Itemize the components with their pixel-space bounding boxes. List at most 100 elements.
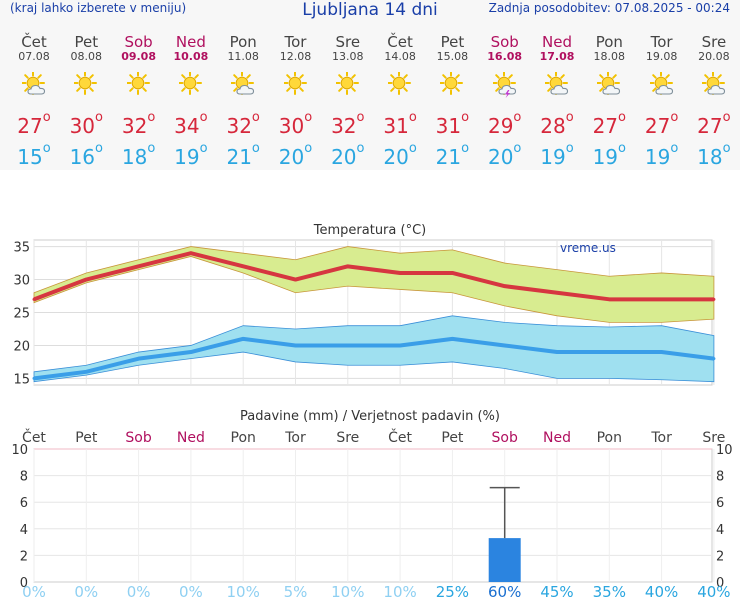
max-temperature: 32o bbox=[121, 110, 156, 138]
min-temperature: 20o bbox=[278, 141, 313, 169]
precipitation-probability-label: 10% bbox=[331, 583, 364, 600]
day-date: 11.08 bbox=[227, 50, 259, 63]
day-forecast[interactable]: Sob 16.08 29o 20o bbox=[479, 33, 531, 170]
min-temperature-line bbox=[33, 336, 715, 381]
x-day-label: Pet bbox=[441, 430, 464, 446]
min-temperature: 19o bbox=[592, 141, 626, 169]
day-name: Pon bbox=[595, 33, 623, 51]
y-tick-label-left: 0 bbox=[20, 576, 28, 591]
day-date: 08.08 bbox=[70, 50, 103, 63]
data-point bbox=[189, 251, 193, 255]
min-temperature: 19o bbox=[540, 141, 574, 169]
day-forecast[interactable]: Sob 09.08 32o 18o bbox=[113, 33, 165, 170]
day-forecast[interactable]: Ned 17.08 28o 19o bbox=[531, 33, 583, 170]
precipitation-probability-label: 45% bbox=[540, 583, 573, 600]
precipitation-probability-label: 25% bbox=[436, 583, 469, 600]
data-point bbox=[84, 278, 88, 282]
temperature-chart: Temperatura (°C) 15 20 25 30 35 vreme.us bbox=[13, 223, 716, 387]
x-day-label: Čet bbox=[22, 428, 46, 446]
x-day-label: Ned bbox=[177, 430, 205, 446]
x-day-label: Ned bbox=[543, 430, 571, 446]
precipitation-bar bbox=[488, 538, 521, 582]
min-temperature: 20o bbox=[383, 141, 417, 169]
day-date: 19.08 bbox=[645, 50, 678, 63]
data-point bbox=[241, 337, 245, 341]
min-temperature: 18o bbox=[121, 141, 156, 169]
data-point bbox=[712, 297, 716, 301]
x-day-label: Sob bbox=[492, 430, 518, 446]
day-forecast[interactable]: Ned 10.08 34o 19o bbox=[165, 33, 217, 170]
day-forecast[interactable]: Sre 13.08 32o 20o bbox=[322, 33, 374, 170]
sun-icon bbox=[387, 71, 414, 98]
min-temperature: 15o bbox=[17, 141, 51, 169]
data-point bbox=[555, 291, 559, 295]
min-temperature: 20o bbox=[331, 141, 365, 169]
data-point bbox=[607, 350, 611, 354]
precipitation-probability-label: 40% bbox=[697, 583, 730, 600]
day-forecast[interactable]: Tor 12.08 30o 20o bbox=[270, 33, 322, 170]
day-date: 15.08 bbox=[436, 50, 469, 63]
x-day-label: Čet bbox=[388, 428, 412, 446]
day-forecast[interactable]: Pon 11.08 32o 21o bbox=[217, 33, 269, 170]
min-temperature: 21o bbox=[435, 141, 470, 169]
day-name: Tor bbox=[284, 33, 307, 51]
max-temperature: 27o bbox=[644, 110, 679, 138]
precipitation-probability-label: 5% bbox=[284, 583, 308, 600]
data-point bbox=[398, 343, 402, 347]
data-point bbox=[607, 297, 611, 301]
day-date: 16.08 bbox=[487, 50, 523, 63]
min-temperature: 19o bbox=[174, 141, 208, 169]
day-forecast[interactable]: Pet 08.08 30o 16o bbox=[60, 33, 112, 170]
x-day-label: Pet bbox=[75, 430, 98, 446]
data-point bbox=[84, 370, 88, 374]
sun-icon bbox=[73, 71, 100, 98]
y-tick-label-left: 10 bbox=[11, 443, 28, 458]
precipitation-chart: Padavine (mm) / Verjetnost padavin (%) Če… bbox=[11, 409, 732, 600]
x-day-label: Sob bbox=[125, 430, 151, 446]
day-date: 07.08 bbox=[18, 50, 50, 63]
region-hint[interactable]: (kraj lahko izberete v meniju) bbox=[10, 1, 187, 15]
x-day-label: Pon bbox=[231, 430, 256, 446]
data-point bbox=[555, 350, 559, 354]
day-date: 20.08 bbox=[698, 50, 730, 63]
data-point bbox=[450, 337, 454, 341]
max-temperature: 27o bbox=[17, 110, 51, 138]
day-forecast[interactable]: Pon 18.08 27o 19o bbox=[583, 33, 635, 170]
thunderstorm-icon bbox=[491, 71, 519, 98]
data-point bbox=[294, 343, 297, 347]
watermark: vreme.us bbox=[560, 241, 616, 255]
sun-icon bbox=[282, 71, 310, 98]
max-temperature: 30o bbox=[69, 110, 103, 138]
x-day-label: Sre bbox=[336, 430, 359, 446]
y-tick-label-right: 0 bbox=[716, 576, 724, 591]
day-forecast[interactable]: Čet 07.08 27o 15o bbox=[8, 34, 60, 170]
max-temperature-band bbox=[33, 246, 715, 323]
precipitation-probability-label: 40% bbox=[645, 583, 678, 600]
day-forecast[interactable]: Tor 19.08 27o 19o bbox=[636, 33, 688, 170]
data-point bbox=[450, 271, 454, 275]
day-forecast[interactable]: Sre 20.08 27o 18o bbox=[688, 34, 740, 170]
sun-cloud-icon bbox=[230, 71, 257, 98]
day-name: Sob bbox=[124, 33, 153, 51]
data-point bbox=[32, 376, 36, 380]
precipitation-probability-label: 35% bbox=[593, 583, 626, 600]
day-name: Sob bbox=[490, 33, 519, 51]
data-point bbox=[660, 297, 664, 301]
sun-cloud-icon bbox=[544, 71, 571, 98]
day-name: Sre bbox=[335, 33, 361, 51]
day-name: Pet bbox=[74, 33, 99, 51]
day-forecast[interactable]: Čet 14.08 31o 20o bbox=[374, 34, 426, 170]
data-point bbox=[189, 350, 193, 354]
day-name: Ned bbox=[542, 33, 572, 51]
min-temperature: 18o bbox=[697, 141, 731, 169]
min-temperature: 19o bbox=[644, 141, 679, 169]
day-name: Pon bbox=[229, 33, 257, 51]
min-temperature: 16o bbox=[69, 141, 103, 169]
max-temperature: 31o bbox=[435, 110, 470, 138]
day-name: Ned bbox=[175, 33, 206, 51]
day-name: Tor bbox=[650, 33, 673, 51]
y-tick-label-right: 10 bbox=[716, 443, 733, 458]
day-forecast[interactable]: Pet 15.08 31o 21o bbox=[426, 34, 478, 170]
day-date: 14.08 bbox=[384, 50, 416, 63]
